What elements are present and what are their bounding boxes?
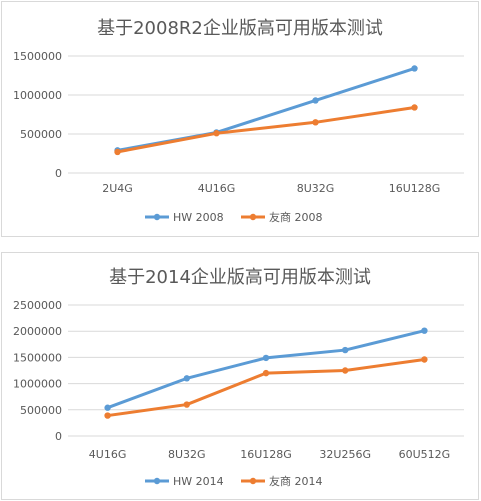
legend-label: 友商 2008 xyxy=(269,210,323,224)
data-point xyxy=(342,346,349,354)
legend-item: HW 2014 xyxy=(145,475,224,488)
series-line xyxy=(106,329,426,410)
y-tick-label: 0 xyxy=(55,430,62,443)
series-line xyxy=(116,66,416,152)
line-chart-2008: 0 500000 1000000 1500000 2U4G 4U16G 8U32G 16U12… xyxy=(13,50,464,224)
x-tick-label: 8U32G xyxy=(297,182,335,195)
data-point xyxy=(411,104,418,111)
data-point xyxy=(342,367,349,374)
data-point xyxy=(104,412,111,419)
x-tick-label: 2U4G xyxy=(102,182,133,195)
data-point xyxy=(114,148,121,156)
chart-title: 基于2008R2企业版高可用版本测试 xyxy=(97,18,383,39)
chart-panel-2008: 基于2008R2企业版高可用版本测试 0 500000 1000000 1500000… xyxy=(1,1,479,237)
chart-panel-2014: 基于2014企业版高可用版本测试 0 500000 1000000 1500000 20… xyxy=(1,252,479,500)
x-tick-label: 16U128G xyxy=(389,182,441,195)
data-point xyxy=(312,97,319,104)
legend-marker xyxy=(249,213,257,221)
y-tick-label: 1500000 xyxy=(13,50,62,63)
legend-marker xyxy=(153,213,161,221)
y-tick-label: 2500000 xyxy=(13,299,62,312)
data-point xyxy=(104,404,111,411)
x-tick-label: 60U512G xyxy=(399,448,451,461)
data-point xyxy=(262,369,270,377)
data-point xyxy=(183,375,190,382)
x-tick-label: 4U16G xyxy=(89,448,127,461)
data-point xyxy=(421,356,428,363)
chart-title: 基于2014企业版高可用版本测试 xyxy=(109,267,371,288)
data-point xyxy=(213,130,220,137)
x-tick-label: 8U32G xyxy=(168,448,206,461)
data-point xyxy=(421,327,428,334)
y-tick-label: 0 xyxy=(55,167,62,180)
x-tick-label: 16U128G xyxy=(240,448,292,461)
line-chart-2014: 0 500000 1000000 1500000 2000000 2500000 4U16G… xyxy=(13,299,464,488)
legend-label: HW 2014 xyxy=(173,475,224,488)
legend-item: HW 2008 xyxy=(145,211,224,224)
legend-label: 友商 2014 xyxy=(269,474,323,488)
y-tick-label: 1000000 xyxy=(13,378,62,391)
x-tick-label: 4U16G xyxy=(198,182,236,195)
y-tick-label: 1500000 xyxy=(13,351,62,364)
series-line xyxy=(116,105,416,154)
legend-item: 友商 2014 xyxy=(241,474,323,488)
data-point xyxy=(312,119,319,126)
y-tick-label: 1000000 xyxy=(13,89,62,102)
legend-marker xyxy=(249,477,257,485)
legend-marker xyxy=(153,477,161,485)
data-point xyxy=(411,65,418,72)
y-tick-label: 500000 xyxy=(20,404,62,417)
series-line xyxy=(106,357,426,418)
data-point xyxy=(183,401,190,408)
y-tick-label: 2000000 xyxy=(13,325,62,338)
y-tick-label: 500000 xyxy=(20,128,62,141)
x-tick-label: 32U256G xyxy=(319,448,371,461)
legend-label: HW 2008 xyxy=(173,211,224,224)
data-point xyxy=(262,354,270,362)
legend-item: 友商 2008 xyxy=(241,210,323,224)
